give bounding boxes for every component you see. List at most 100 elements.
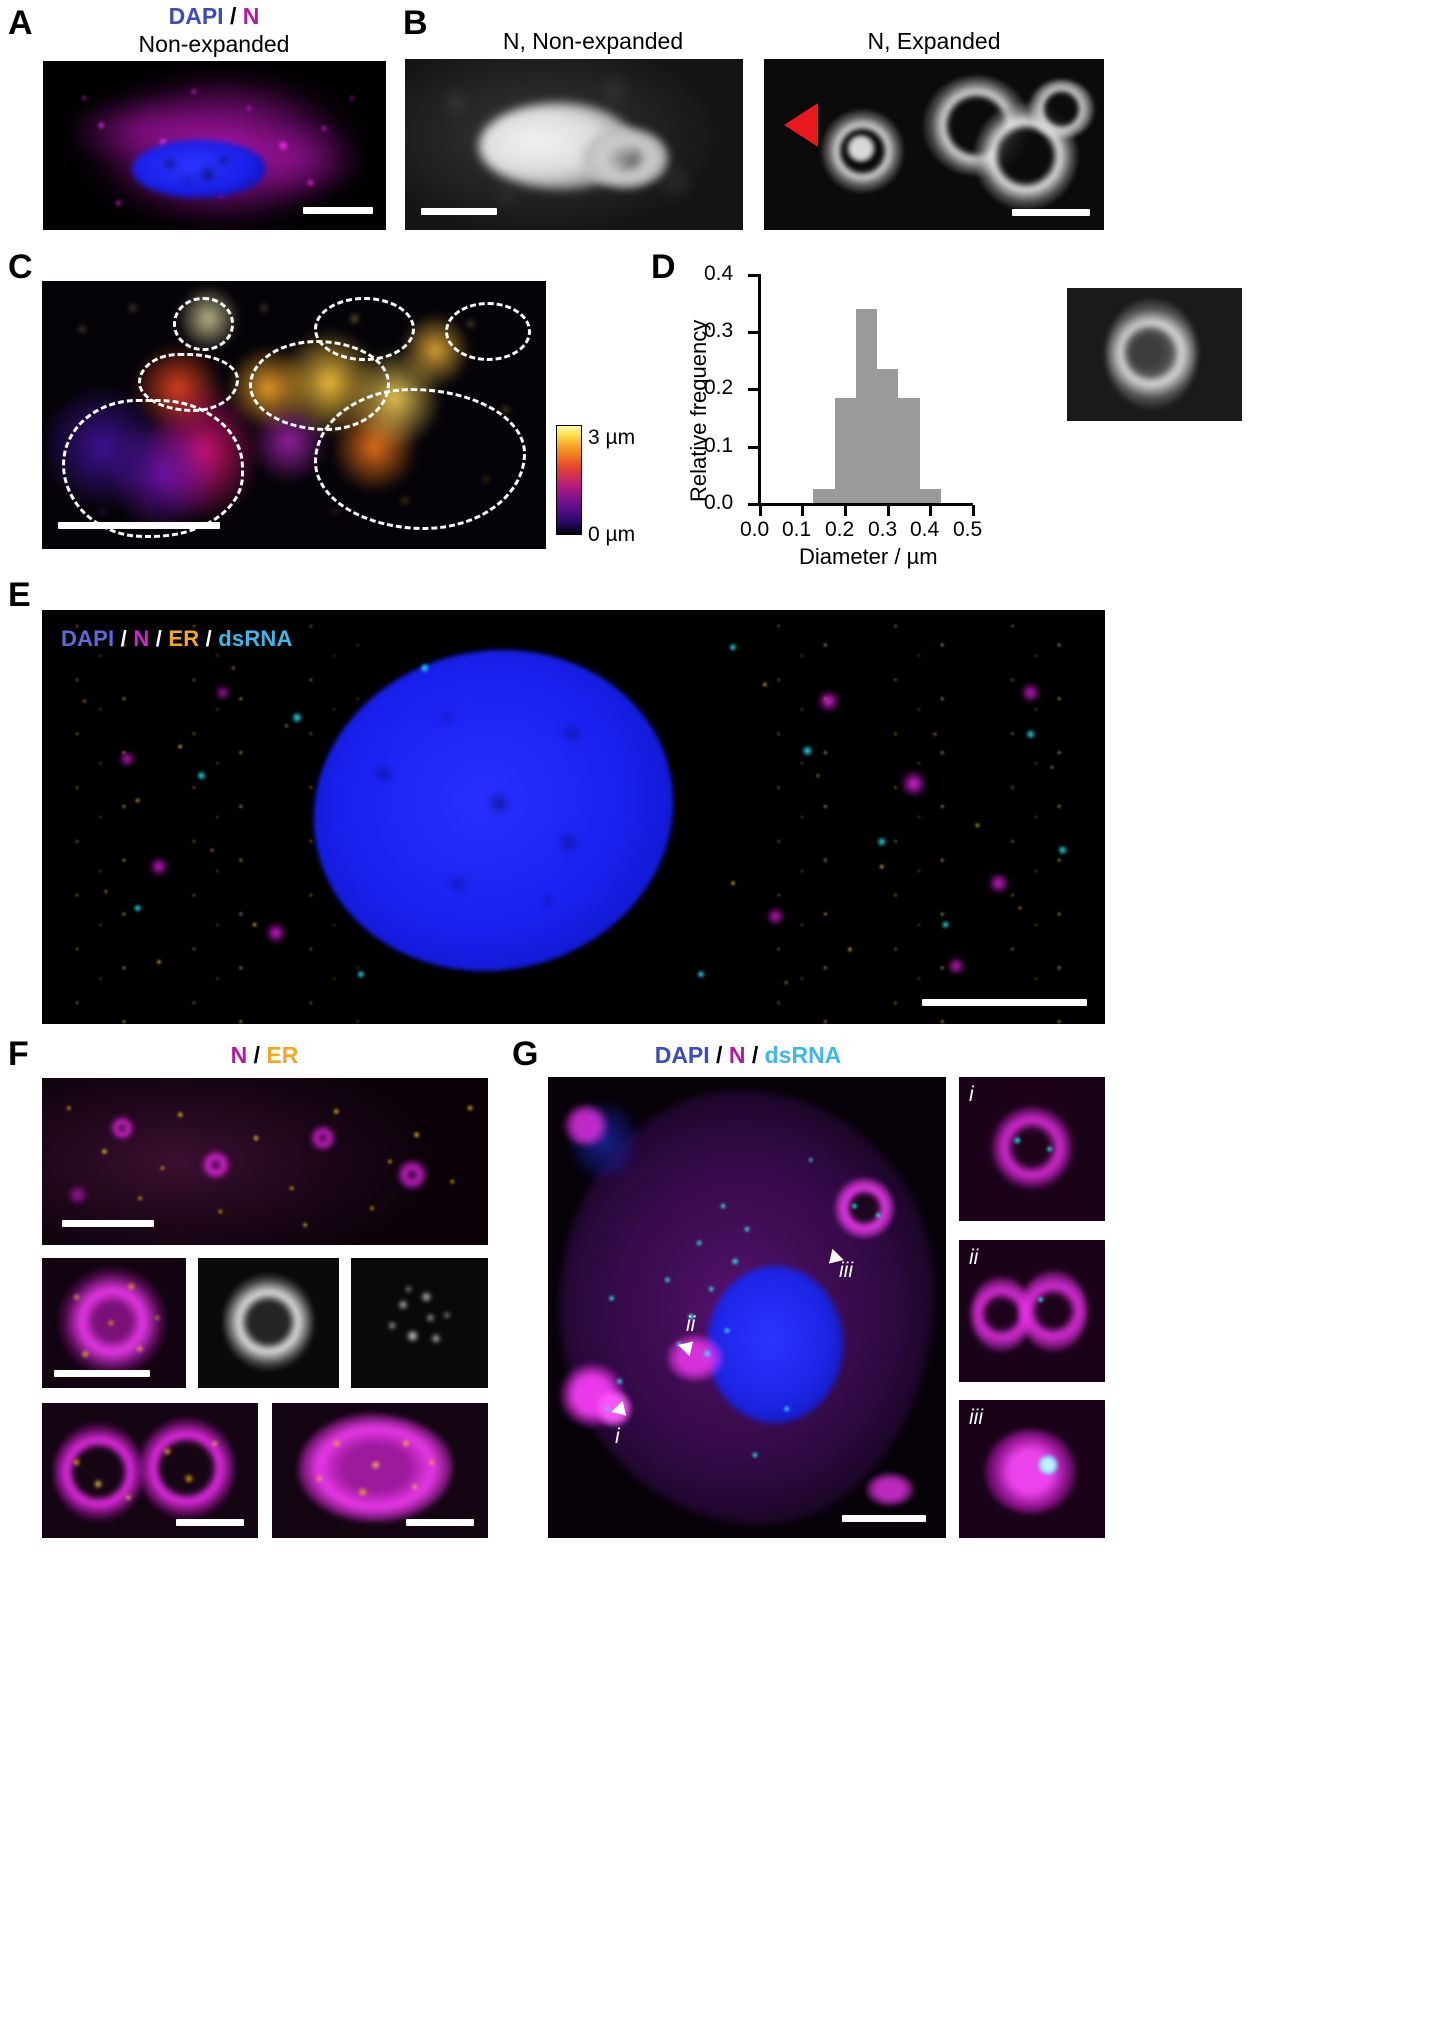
y-tick-label: 0.4 — [704, 262, 734, 285]
panel-f-row1-image — [42, 1078, 488, 1245]
x-tick-label: 0.5 — [953, 518, 983, 541]
x-tick — [929, 505, 932, 516]
panel-g-inset-ii: ii — [959, 1240, 1105, 1382]
histogram-bar — [877, 369, 899, 503]
panel-letter-d: D — [651, 248, 676, 286]
x-axis-title: Diameter / µm — [799, 544, 938, 569]
legend-separator: / — [149, 626, 169, 651]
panel-g-inset-iii: iii — [959, 1400, 1105, 1538]
channel-label-n: N — [230, 1042, 248, 1068]
legend-separator: / — [114, 626, 134, 651]
scalebar-b-left — [421, 208, 497, 215]
roi-outline — [62, 398, 244, 539]
depth-colorbar — [556, 425, 582, 535]
panel-letter-e: E — [8, 576, 31, 614]
histogram-bars — [660, 268, 1060, 558]
panel-a-title: DAPI / N — [44, 2, 384, 31]
panel-letter-g: G — [512, 1035, 539, 1073]
panel-d-histogram: Relative frequency 0.4 0.3 0.2 0.1 0.0 0… — [660, 262, 1060, 569]
channel-label-dapi: DAPI — [61, 626, 115, 651]
scalebar-f2 — [54, 1370, 150, 1377]
marker-label-iii: iii — [839, 1259, 853, 1282]
scalebar-b-right — [1012, 209, 1090, 216]
colorbar-max-label: 3 µm — [588, 426, 636, 449]
panel-g-image: iii ii i — [548, 1077, 946, 1538]
scalebar-c — [58, 522, 220, 529]
panel-b-right-title: N, Expanded — [867, 28, 1001, 54]
title-separator: / — [223, 3, 243, 29]
y-tick-label: 0.1 — [704, 434, 734, 457]
roi-outline — [445, 302, 531, 362]
scalebar-f1 — [62, 1220, 154, 1227]
panel-letter-c: C — [8, 248, 33, 286]
y-axis-line — [758, 274, 761, 505]
x-tick-label: 0.0 — [740, 518, 770, 541]
title-separator: / — [709, 1042, 729, 1068]
panel-f-row3-left-image — [42, 1403, 258, 1538]
panel-g-title: DAPI / N / dsRNA — [548, 1041, 948, 1070]
panel-c-image — [42, 281, 546, 549]
histogram-bar — [855, 309, 878, 503]
scalebar-f3-right — [406, 1519, 474, 1526]
x-tick — [759, 505, 762, 516]
x-tick — [844, 505, 847, 516]
panel-f-title: N / ER — [42, 1041, 487, 1070]
roi-outline — [173, 297, 234, 351]
panel-f-row2-merge-image — [42, 1258, 186, 1388]
y-tick-label: 0.0 — [704, 491, 734, 514]
channel-label-n: N — [728, 1042, 746, 1068]
x-tick-label: 0.2 — [825, 518, 855, 541]
x-tick-label: 0.1 — [782, 518, 812, 541]
x-tick-label: 0.3 — [868, 518, 898, 541]
x-tick-label: 0.4 — [910, 518, 940, 541]
histogram-bar — [898, 397, 920, 503]
panel-e-image: DAPI / N / ER / dsRNA — [42, 610, 1105, 1024]
y-tick — [748, 274, 759, 277]
title-separator: / — [745, 1042, 765, 1068]
panel-d-inset-image — [1067, 288, 1242, 421]
histogram-bar — [919, 488, 942, 503]
y-tick — [748, 503, 759, 506]
y-tick — [748, 446, 759, 449]
x-tick — [887, 505, 890, 516]
panel-f-row2-er-channel-image — [351, 1258, 488, 1388]
histogram-bar — [813, 488, 835, 503]
panel-letter-f: F — [8, 1035, 29, 1073]
colorbar-min-label: 0 µm — [588, 523, 636, 546]
y-tick — [748, 331, 759, 334]
legend-separator: / — [199, 626, 219, 651]
channel-label-dsrna: dsRNA — [764, 1042, 842, 1068]
scalebar-g — [842, 1515, 926, 1522]
y-tick-label: 0.2 — [704, 376, 734, 399]
scalebar-e — [922, 999, 1087, 1006]
title-separator: / — [247, 1042, 267, 1068]
marker-label-i: i — [615, 1425, 620, 1448]
channel-label-er: ER — [168, 626, 200, 651]
x-tick — [972, 505, 975, 516]
inset-label-i: i — [969, 1083, 974, 1106]
channel-label-dapi: DAPI — [654, 1042, 710, 1068]
panel-f-row3-right-image — [272, 1403, 488, 1538]
panel-b-right-image — [764, 59, 1104, 230]
panel-letter-a: A — [8, 4, 33, 42]
roi-outline — [314, 388, 526, 531]
channel-label-dapi: DAPI — [168, 3, 224, 29]
panel-b-left-image — [405, 59, 743, 230]
panel-letter-b: B — [403, 4, 428, 42]
panel-a-image — [43, 61, 386, 230]
inset-label-ii: ii — [969, 1246, 979, 1269]
scalebar-f3-left — [176, 1519, 244, 1526]
x-tick — [801, 505, 804, 516]
channel-label-er: ER — [266, 1042, 299, 1068]
inset-label-iii: iii — [969, 1406, 983, 1429]
panel-g-inset-i: i — [959, 1077, 1105, 1221]
red-arrowhead-icon — [784, 103, 818, 147]
histogram-bar — [834, 397, 856, 503]
x-axis-line — [758, 503, 973, 506]
roi-outline — [314, 297, 415, 362]
channel-label-n: N — [242, 3, 260, 29]
y-tick-label: 0.3 — [704, 319, 734, 342]
panel-f-row2-n-channel-image — [198, 1258, 339, 1388]
scalebar-a — [303, 207, 373, 214]
channel-label-dsrna: dsRNA — [218, 626, 293, 651]
